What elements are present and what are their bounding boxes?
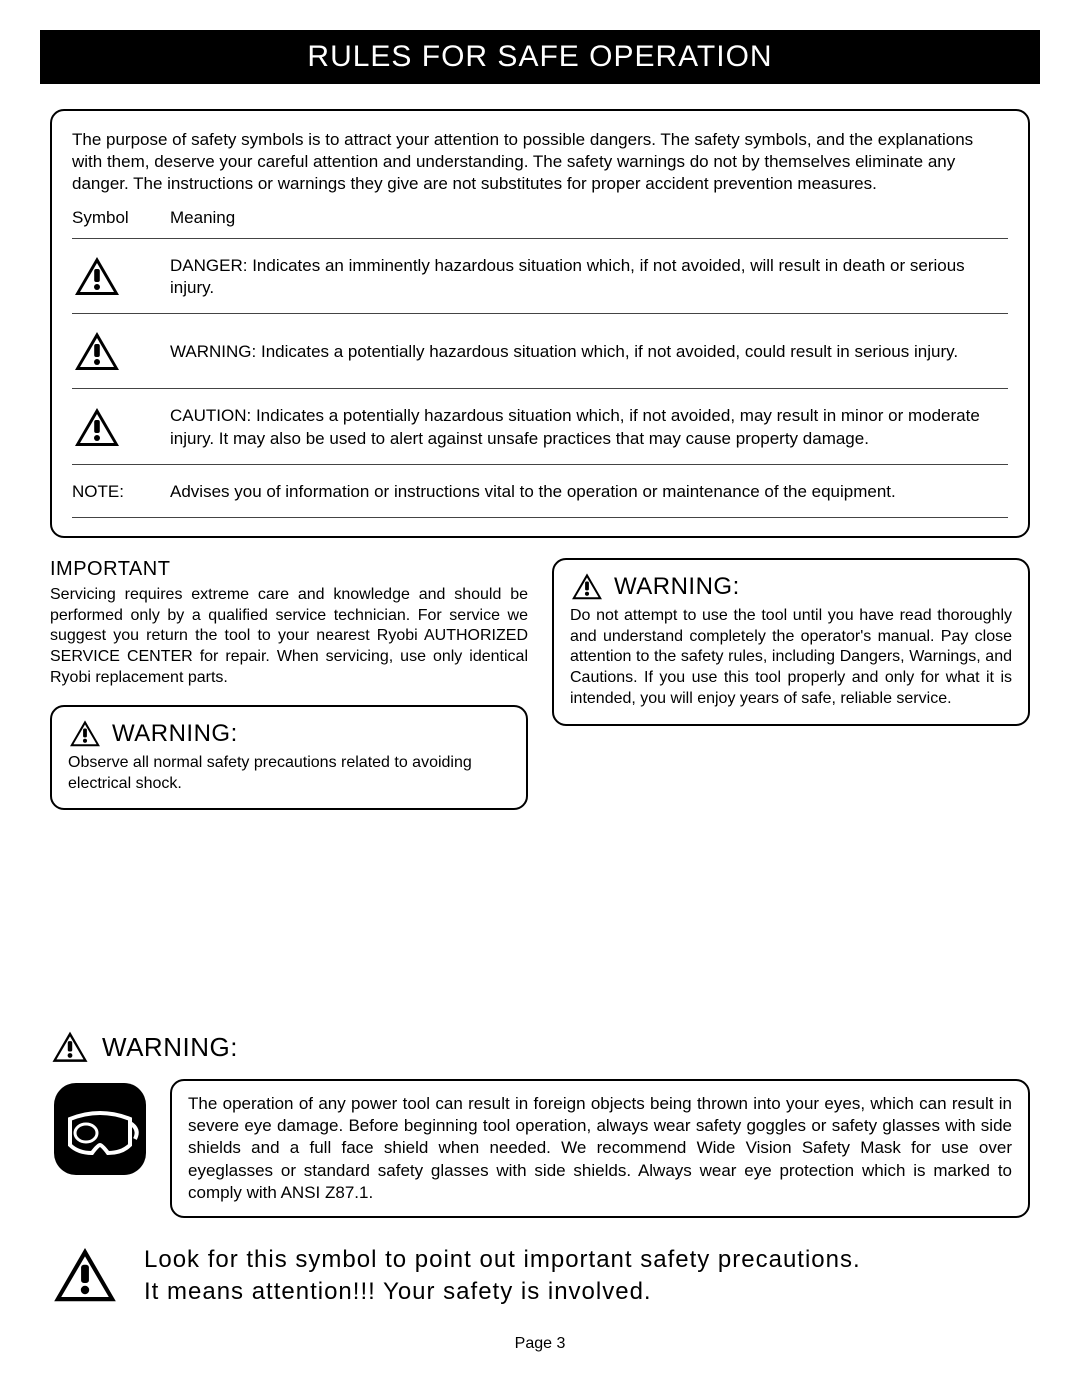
alert-triangle-icon [72,255,122,299]
right-warning-heading: WARNING: [614,573,740,601]
page-title: RULES FOR SAFE OPERATION [40,30,1040,84]
alert-triangle-icon [72,330,122,374]
warning-label: WARNING: [170,342,256,361]
right-warning-text: Do not attempt to use the tool until you… [570,606,1012,710]
left-warning-box: WARNING: Observe all normal safety preca… [50,705,528,811]
caution-text: Indicates a potentially hazardous situat… [170,406,980,447]
danger-label: DANGER: [170,256,247,275]
table-row: NOTE: Advises you of information or inst… [72,473,1008,511]
symbol-explanation-box: The purpose of safety symbols is to attr… [50,109,1030,538]
note-text: Advises you of information or instructio… [170,481,1008,503]
intro-text: The purpose of safety symbols is to attr… [72,129,1008,194]
warning-text: Indicates a potentially hazardous situat… [256,342,958,361]
header-symbol: Symbol [72,208,170,228]
important-text: Servicing requires extreme care and know… [50,585,528,689]
goggles-icon [50,1079,150,1179]
final-line-2: It means attention!!! Your safety is inv… [144,1276,1030,1308]
divider [72,313,1008,314]
divider [72,388,1008,389]
bottom-warning-heading: WARNING: [102,1032,238,1063]
alert-triangle-icon [68,719,102,749]
left-warning-heading: WARNING: [112,720,238,748]
alert-triangle-icon [50,1245,120,1307]
table-row: WARNING: Indicates a potentially hazardo… [72,322,1008,382]
table-row: CAUTION: Indicates a potentially hazardo… [72,397,1008,457]
header-meaning: Meaning [170,208,1008,228]
page-number: Page 3 [40,1335,1040,1353]
final-line-1: Look for this symbol to point out import… [144,1244,1030,1276]
eye-protection-text: The operation of any power tool can resu… [170,1079,1030,1217]
note-label: NOTE: [72,482,124,502]
important-heading: IMPORTANT [50,558,528,581]
alert-triangle-icon [570,572,604,602]
table-row: DANGER: Indicates an imminently hazardou… [72,247,1008,307]
alert-triangle-icon [50,1030,90,1065]
alert-triangle-icon [72,406,122,450]
divider [72,517,1008,518]
left-warning-text: Observe all normal safety precautions re… [68,753,510,795]
divider [72,238,1008,239]
final-callout: Look for this symbol to point out import… [144,1244,1030,1309]
divider [72,464,1008,465]
right-warning-box: WARNING: Do not attempt to use the tool … [552,558,1030,726]
danger-text: Indicates an imminently hazardous situat… [170,256,965,297]
caution-label: CAUTION: [170,406,251,425]
symbol-table-header: Symbol Meaning [72,208,1008,232]
